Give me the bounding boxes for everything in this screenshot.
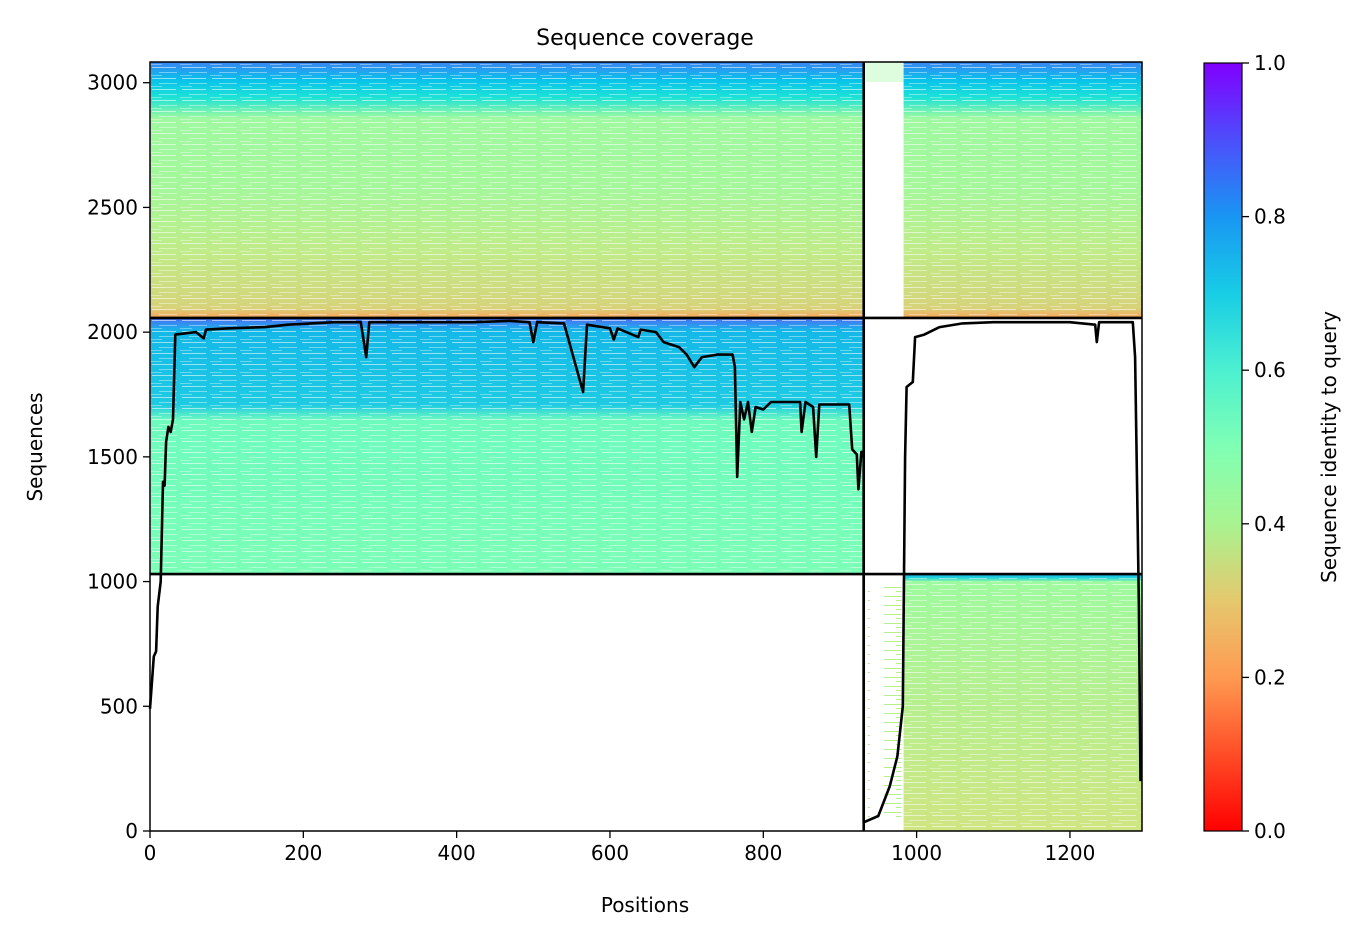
colorbar-tick-label: 1.0 [1254, 51, 1286, 75]
y-tick-label: 1000 [87, 570, 138, 594]
x-tick-label: 1200 [1044, 841, 1095, 865]
x-axis-label: Positions [601, 893, 689, 917]
block-3-streaks [903, 574, 1142, 831]
coverage-line [148, 319, 1142, 824]
block-1-chain-b-streaks [903, 62, 1142, 318]
colorbar-tick-label: 0.8 [1254, 205, 1286, 229]
x-tick-label: 0 [144, 841, 157, 865]
y-tick-label: 500 [100, 694, 138, 718]
y-tick-label: 1500 [87, 445, 138, 469]
y-tick-label: 2500 [87, 195, 138, 219]
y-tick-label: 0 [125, 819, 138, 843]
x-tick-label: 1000 [891, 841, 942, 865]
plot-frame [149, 61, 1143, 832]
y-tick-label: 3000 [87, 71, 138, 95]
colorbar-fill [1203, 62, 1243, 832]
chain-b-sparse-fragments [867, 584, 902, 821]
coverage-blocks [150, 62, 1142, 831]
colorbar-tick-label: 0.2 [1254, 665, 1286, 689]
colorbar-label: Sequence identity to query [1317, 311, 1341, 583]
x-tick-label: 800 [744, 841, 782, 865]
y-tick-label: 2000 [87, 320, 138, 344]
plot-area [148, 61, 1143, 832]
x-axis-ticks: 0 200 400 600 800 1000 1200 [144, 831, 1095, 865]
y-axis-label: Sequences [23, 392, 47, 501]
block-1-gap-fragments [865, 62, 904, 82]
colorbar-tick-label: 0.6 [1254, 358, 1286, 382]
colorbar-ticks: 0.0 0.2 0.4 0.6 0.8 1.0 [1242, 51, 1286, 843]
x-tick-label: 400 [438, 841, 476, 865]
x-tick-label: 200 [284, 841, 322, 865]
block-1-streaks [150, 62, 864, 318]
colorbar-tick-label: 0.0 [1254, 819, 1286, 843]
colorbar-tick-label: 0.4 [1254, 512, 1286, 536]
colorbar: 0.0 0.2 0.4 0.6 0.8 1.0 Sequence identity to … [1203, 51, 1341, 843]
chart-title: Sequence coverage [536, 26, 754, 51]
y-axis-ticks: 0 500 1000 1500 2000 2500 3000 [87, 71, 150, 843]
block-2-streaks [150, 317, 864, 575]
x-tick-label: 600 [591, 841, 629, 865]
